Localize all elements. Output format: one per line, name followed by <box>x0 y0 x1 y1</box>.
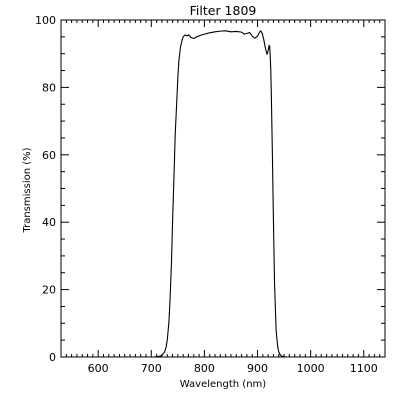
y-axis-label: Transmission (%) <box>22 147 33 233</box>
transmission-curve <box>153 30 301 358</box>
y-tick-label: 60 <box>42 149 56 162</box>
x-axis-label: Wavelength (nm) <box>180 379 266 390</box>
y-tick-label: 100 <box>35 14 56 27</box>
tick-layer: 600 700 800 900 1000 1100 0 20 40 60 80 100 <box>35 14 386 375</box>
y-tick-label: 80 <box>42 81 56 94</box>
x-tick-label: 700 <box>141 362 162 375</box>
series-layer <box>153 30 301 358</box>
y-tick-label: 0 <box>49 351 56 364</box>
y-tick-label: 40 <box>42 216 56 229</box>
y-tick-label: 20 <box>42 284 56 297</box>
x-tick-label: 1100 <box>350 362 378 375</box>
x-tick-label: 900 <box>247 362 268 375</box>
x-tick-label: 1000 <box>297 362 325 375</box>
plot-frame <box>60 19 386 358</box>
x-tick-label: 800 <box>194 362 215 375</box>
chart-title: Filter 1809 <box>190 3 257 18</box>
x-tick-label: 600 <box>88 362 109 375</box>
